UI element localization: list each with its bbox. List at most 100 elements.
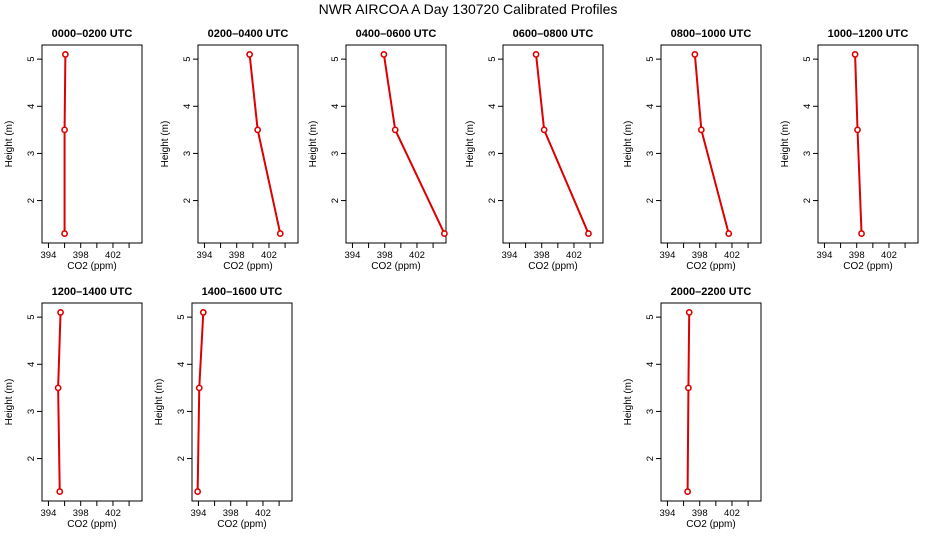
panel-8: 1400–1600 UTC 394 398 402 2 3 4 5 CO2 (ppm) Heigh… bbox=[154, 286, 293, 530]
x-axis-title: CO2 (ppm) bbox=[67, 261, 116, 272]
y-axis-title: Height (m) bbox=[780, 121, 791, 168]
y-tick-label: 2 bbox=[26, 456, 37, 461]
y-tick-label: 4 bbox=[487, 104, 498, 109]
data-point bbox=[858, 230, 865, 237]
x-tick-label: 394 bbox=[197, 250, 213, 261]
data-point bbox=[57, 309, 64, 316]
profile-line bbox=[382, 54, 446, 234]
profile-line bbox=[57, 312, 62, 492]
data-point bbox=[54, 384, 62, 392]
profile-line bbox=[693, 54, 730, 234]
x-tick-label: 402 bbox=[724, 508, 740, 519]
y-tick-label: 2 bbox=[645, 198, 656, 203]
x-tick-label: 394 bbox=[660, 508, 676, 519]
data-point bbox=[725, 230, 733, 237]
y-axis-title: Height (m) bbox=[623, 121, 634, 168]
x-tick-label: 402 bbox=[881, 250, 897, 261]
y-tick-label: 4 bbox=[645, 362, 656, 367]
y-tick-label: 3 bbox=[176, 409, 187, 414]
y-tick-label: 4 bbox=[182, 104, 193, 109]
data-point bbox=[854, 126, 861, 134]
x-tick-label: 402 bbox=[105, 508, 121, 519]
profile-line bbox=[535, 54, 590, 234]
data-point bbox=[391, 126, 399, 134]
x-tick-label: 402 bbox=[724, 250, 740, 261]
data-point bbox=[61, 230, 68, 237]
x-tick-label: 394 bbox=[660, 250, 676, 261]
y-tick-label: 3 bbox=[26, 151, 37, 156]
x-tick-label: 398 bbox=[692, 250, 708, 261]
y-tick-label: 5 bbox=[487, 56, 498, 61]
data-point bbox=[532, 51, 540, 58]
y-tick-label: 4 bbox=[645, 104, 656, 109]
y-tick-label: 2 bbox=[802, 198, 813, 203]
plot-frame bbox=[502, 44, 604, 244]
x-tick-label: 402 bbox=[566, 250, 582, 261]
x-tick-label: 402 bbox=[255, 508, 271, 519]
profile-line bbox=[248, 54, 282, 234]
y-tick-label: 4 bbox=[26, 362, 37, 367]
panel-title: 0200–0400 UTC bbox=[208, 28, 289, 40]
x-tick-label: 398 bbox=[377, 250, 393, 261]
x-tick-label: 398 bbox=[73, 508, 89, 519]
plot-frame bbox=[41, 302, 143, 502]
x-tick-label: 402 bbox=[409, 250, 425, 261]
x-axis-title: CO2 (ppm) bbox=[528, 261, 577, 272]
panel-5: 0800–1000 UTC 394 398 402 2 3 4 5 CO2 (ppm) Heigh… bbox=[623, 28, 762, 272]
plot-frame bbox=[191, 302, 293, 502]
plot-frame bbox=[345, 44, 447, 244]
y-axis-title: Height (m) bbox=[160, 121, 171, 168]
x-tick-label: 394 bbox=[502, 250, 518, 261]
panel-4: 0600–0800 UTC 394 398 402 2 3 4 5 CO2 (ppm) Heigh… bbox=[465, 28, 604, 272]
x-tick-label: 394 bbox=[41, 250, 57, 261]
panel-title: 0600–0800 UTC bbox=[513, 28, 594, 40]
data-point bbox=[691, 51, 699, 58]
data-point bbox=[540, 126, 548, 134]
profile-line bbox=[196, 312, 205, 492]
plot-frame bbox=[660, 44, 762, 244]
data-point bbox=[851, 51, 859, 58]
panel-title: 1000–1200 UTC bbox=[828, 28, 909, 40]
y-tick-label: 4 bbox=[330, 104, 341, 109]
y-tick-label: 3 bbox=[802, 151, 813, 156]
y-tick-label: 3 bbox=[182, 151, 193, 156]
x-tick-label: 394 bbox=[41, 508, 57, 519]
x-tick-label: 402 bbox=[261, 250, 277, 261]
data-point bbox=[685, 309, 693, 316]
x-axis-title: CO2 (ppm) bbox=[217, 519, 266, 530]
y-tick-label: 4 bbox=[802, 104, 813, 109]
y-tick-label: 3 bbox=[645, 409, 656, 414]
data-point bbox=[195, 384, 203, 392]
panel-1: 0000–0200 UTC 394 398 402 2 3 4 5 CO2 (ppm) Heigh… bbox=[4, 28, 143, 272]
y-tick-label: 4 bbox=[176, 362, 187, 367]
x-tick-label: 398 bbox=[692, 508, 708, 519]
x-axis-title: CO2 (ppm) bbox=[67, 519, 116, 530]
x-axis-title: CO2 (ppm) bbox=[223, 261, 272, 272]
data-point bbox=[684, 488, 692, 495]
figure-title: NWR AIRCOA A Day 130720 Calibrated Profi… bbox=[319, 1, 618, 17]
y-tick-label: 5 bbox=[330, 56, 341, 61]
plot-frame bbox=[660, 302, 762, 502]
panel-title: 2000–2200 UTC bbox=[671, 286, 752, 298]
panel-title: 0400–0600 UTC bbox=[356, 28, 437, 40]
plot-frame bbox=[817, 44, 919, 244]
y-tick-label: 5 bbox=[26, 314, 37, 319]
y-tick-label: 5 bbox=[645, 56, 656, 61]
y-tick-label: 5 bbox=[802, 56, 813, 61]
plot-frame bbox=[197, 44, 299, 244]
panel-title: 1200–1400 UTC bbox=[52, 286, 133, 298]
panel-2: 0200–0400 UTC 394 398 402 2 3 4 5 CO2 (ppm) Heigh… bbox=[160, 28, 299, 272]
y-axis-title: Height (m) bbox=[623, 379, 634, 426]
y-tick-label: 4 bbox=[26, 104, 37, 109]
x-axis-title: CO2 (ppm) bbox=[843, 261, 892, 272]
y-axis-title: Height (m) bbox=[465, 121, 476, 168]
data-point bbox=[276, 230, 284, 237]
x-tick-label: 402 bbox=[105, 250, 121, 261]
data-point bbox=[697, 126, 705, 134]
x-tick-label: 394 bbox=[345, 250, 361, 261]
y-axis-title: Height (m) bbox=[308, 121, 319, 168]
data-point bbox=[440, 230, 448, 237]
data-point bbox=[61, 126, 68, 134]
x-tick-label: 398 bbox=[73, 250, 89, 261]
